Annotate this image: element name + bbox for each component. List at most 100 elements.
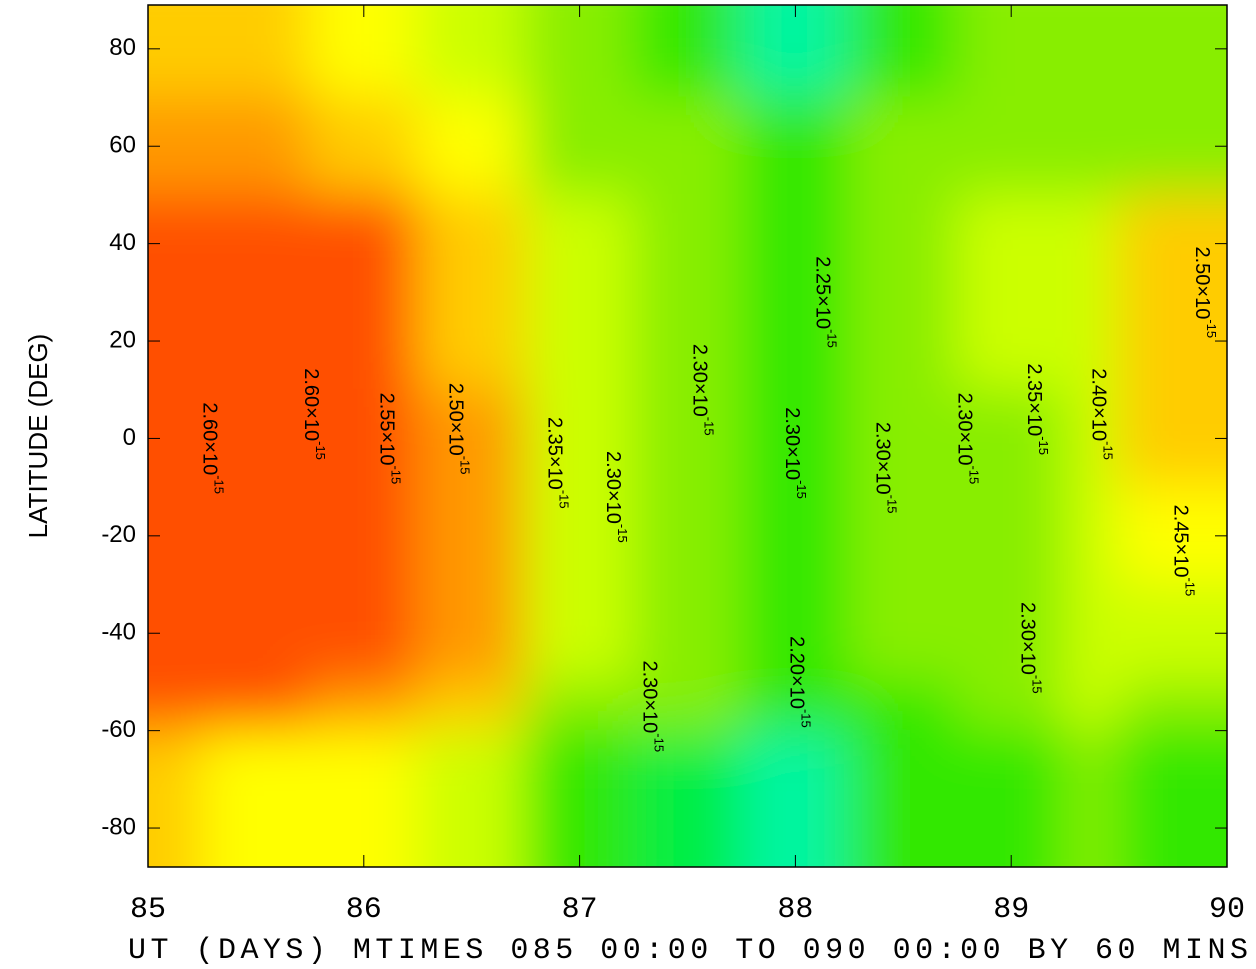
contour-label-exponent: -15 — [1182, 577, 1197, 596]
contour-label: 2.30×10-15 — [688, 344, 716, 436]
contour-label-exponent: -15 — [312, 441, 327, 460]
contour-label-exponent: -15 — [884, 495, 899, 514]
field-cell — [1118, 729, 1227, 867]
field-cell — [848, 193, 959, 294]
field-cell — [200, 291, 311, 391]
contour-label: 2.25×10-15 — [811, 256, 839, 348]
field-cell — [200, 193, 311, 294]
field-cell — [200, 388, 311, 489]
contour-label-mantissa: 2.30×10 — [1016, 602, 1038, 675]
field-cell — [848, 96, 959, 196]
field-cell — [632, 729, 743, 867]
y-tick-label: 20 — [109, 326, 136, 353]
y-tick-label: 40 — [109, 229, 136, 256]
contour-label: 2.30×10-15 — [602, 451, 630, 543]
field-cell — [524, 729, 635, 867]
field-cell — [956, 96, 1067, 196]
y-tick-label: 80 — [109, 34, 136, 61]
field-cell — [308, 583, 419, 683]
contour-label: 2.20×10-15 — [785, 636, 813, 728]
field-cell — [308, 193, 419, 294]
contour-label-mantissa: 2.50×10 — [1191, 247, 1213, 320]
field-cell — [632, 486, 743, 586]
contour-label-mantissa: 2.40×10 — [1087, 368, 1109, 441]
field-cell — [956, 193, 1067, 294]
contour-label: 2.40×10-15 — [1087, 368, 1115, 460]
field-cell — [1118, 291, 1227, 391]
plot-frame — [147, 4, 1228, 868]
contour-label: 2.60×10-15 — [198, 402, 226, 494]
contour-label: 2.30×10-15 — [781, 407, 809, 499]
contour-label: 2.35×10-15 — [1022, 363, 1050, 455]
field-cell — [1118, 388, 1227, 489]
y-tick-label: -20 — [101, 521, 136, 548]
field-cell — [632, 583, 743, 683]
x-tick-label: 86 — [346, 893, 382, 927]
contour-label-mantissa: 2.55×10 — [375, 393, 397, 466]
field-cell — [956, 388, 1067, 489]
field-cell — [416, 486, 527, 586]
contour-label-exponent: -15 — [1035, 436, 1050, 455]
contour-label-mantissa: 2.35×10 — [1022, 363, 1044, 436]
field-cell — [524, 388, 635, 489]
field-cell — [1118, 583, 1227, 683]
field-cell — [1118, 486, 1227, 586]
x-tick-label: 87 — [562, 893, 598, 927]
contour-label-exponent: -15 — [1029, 675, 1044, 694]
y-tick-label: -40 — [101, 619, 136, 646]
contour-label-mantissa: 2.50×10 — [444, 383, 466, 456]
contour-label-exponent: -15 — [211, 475, 226, 494]
field-cell — [416, 583, 527, 683]
x-tick-label: 89 — [993, 893, 1029, 927]
field-cell — [308, 291, 419, 391]
field-cell — [200, 96, 311, 196]
contour-label-exponent: -15 — [824, 329, 839, 348]
y-tick-label: 60 — [109, 132, 136, 159]
field-cell — [524, 96, 635, 196]
x-tick-label: 85 — [130, 893, 166, 927]
field-cell — [416, 291, 527, 391]
contour-label-mantissa: 2.30×10 — [688, 344, 710, 417]
field-cell — [416, 193, 527, 294]
field-cell — [308, 96, 419, 196]
contour-label-mantissa: 2.45×10 — [1169, 505, 1191, 578]
contour-label: 2.35×10-15 — [543, 417, 571, 509]
field-cell — [1118, 193, 1227, 294]
contour-label-mantissa: 2.30×10 — [781, 407, 803, 480]
contour-label-exponent: -15 — [651, 733, 666, 752]
field-cell — [200, 583, 311, 683]
contour-label: 2.50×10-15 — [1191, 247, 1219, 339]
contour-label: 2.60×10-15 — [300, 368, 328, 460]
contour-label-exponent: -15 — [1204, 319, 1219, 338]
field-cell — [632, 96, 743, 196]
x-tick-label: 90 — [1209, 893, 1245, 927]
field-cell — [848, 583, 959, 683]
contour-label-mantissa: 2.60×10 — [198, 402, 220, 475]
field-cell — [848, 291, 959, 391]
contour-label-exponent: -15 — [615, 524, 630, 543]
contour-label-mantissa: 2.30×10 — [953, 393, 975, 466]
field-cell — [740, 729, 851, 867]
contour-label-exponent: -15 — [794, 480, 809, 499]
y-tick-label: 0 — [123, 424, 136, 451]
y-axis-label: LATITUDE (DEG) — [23, 334, 53, 539]
field-cell — [848, 486, 959, 586]
contour-label-exponent: -15 — [701, 417, 716, 436]
contour-label-mantissa: 2.30×10 — [602, 451, 624, 524]
field-cell — [416, 96, 527, 196]
contour-label: 2.45×10-15 — [1169, 505, 1197, 597]
contour-label-exponent: -15 — [798, 709, 813, 728]
contour-label: 2.30×10-15 — [638, 660, 666, 752]
field-cell — [956, 486, 1067, 586]
contour-label-mantissa: 2.30×10 — [871, 422, 893, 495]
field-cell — [524, 193, 635, 294]
contour-label: 2.30×10-15 — [953, 393, 981, 485]
contour-label-mantissa: 2.30×10 — [638, 660, 660, 733]
contour-label-exponent: -15 — [1100, 441, 1115, 460]
contour-label-exponent: -15 — [457, 456, 472, 475]
field-cell — [848, 729, 959, 867]
contour-label: 2.30×10-15 — [1016, 602, 1044, 694]
field-cell — [740, 291, 851, 391]
contour-label: 2.50×10-15 — [444, 383, 472, 475]
